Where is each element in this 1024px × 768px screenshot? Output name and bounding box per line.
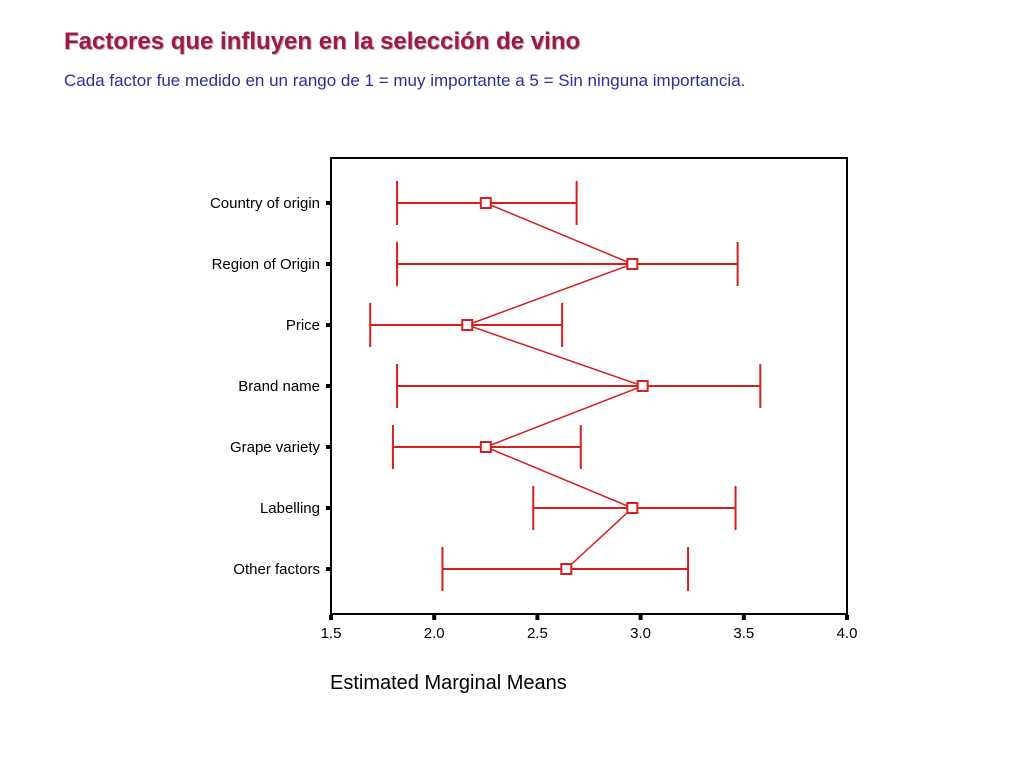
y-tick bbox=[326, 201, 330, 205]
y-tick bbox=[326, 323, 330, 327]
y-tick bbox=[326, 567, 330, 571]
x-tick bbox=[845, 615, 849, 620]
slide-title: Factores que influyen en la selección de… bbox=[64, 28, 581, 55]
x-tick-label: 1.5 bbox=[321, 625, 342, 642]
series-marks bbox=[369, 181, 762, 591]
mean-marker bbox=[636, 380, 649, 392]
category-label: Labelling bbox=[260, 500, 320, 517]
x-tick-label: 3.0 bbox=[630, 625, 651, 642]
x-tick bbox=[535, 615, 540, 620]
category-label: Price bbox=[286, 317, 320, 334]
mean-marker bbox=[461, 319, 474, 331]
mean-marker bbox=[479, 441, 492, 453]
x-tick bbox=[432, 615, 437, 620]
x-tick-label: 4.0 bbox=[837, 625, 858, 642]
category-label: Brand name bbox=[238, 378, 320, 395]
x-tick bbox=[741, 615, 746, 620]
x-tick-label: 2.5 bbox=[527, 625, 548, 642]
mean-marker bbox=[560, 563, 573, 575]
category-label: Country of origin bbox=[210, 195, 320, 212]
mean-marker bbox=[626, 502, 639, 514]
x-tick-label: 2.0 bbox=[424, 625, 445, 642]
category-label: Grape variety bbox=[230, 439, 321, 456]
y-tick bbox=[326, 262, 330, 266]
x-axis-ticks: 1.5 2.0 2.5 3.0 3.5 4.0 bbox=[321, 615, 858, 642]
mean-marker bbox=[479, 197, 492, 209]
x-tick bbox=[638, 615, 643, 620]
x-axis-label: Estimated Marginal Means bbox=[330, 672, 567, 694]
y-tick bbox=[326, 384, 330, 388]
x-tick-label: 3.5 bbox=[733, 625, 754, 642]
plot-frame bbox=[330, 157, 848, 615]
slide-subtitle: Cada factor fue medido en un rango de 1 … bbox=[64, 71, 746, 90]
y-tick bbox=[326, 506, 330, 510]
category-labels: Country of origin Region of Origin Price Br… bbox=[210, 195, 330, 578]
x-tick bbox=[329, 615, 333, 620]
y-tick bbox=[326, 445, 330, 449]
category-label: Other factors bbox=[233, 561, 320, 578]
mean-marker bbox=[626, 258, 639, 270]
category-label: Region of Origin bbox=[212, 256, 320, 273]
